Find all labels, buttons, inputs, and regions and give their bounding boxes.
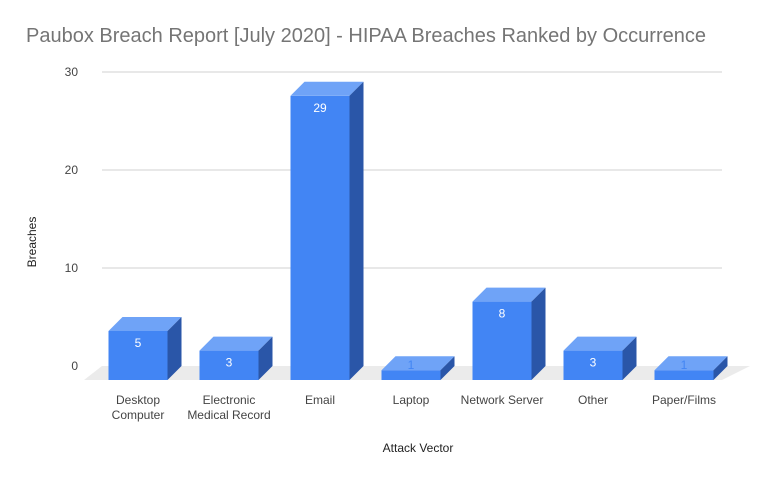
bar (381, 356, 455, 380)
x-tick-label: Electronic Medical Record (187, 393, 270, 422)
bar-front-face (381, 370, 441, 380)
bar-top-face (199, 336, 273, 351)
bar-side-face (349, 81, 364, 381)
bar-side-face (167, 317, 182, 380)
y-tick-label: 30 (65, 65, 79, 79)
bar-side-face (531, 287, 546, 380)
bar (199, 336, 273, 380)
data-labels: 5 3 29 1 8 3 1 (135, 101, 688, 372)
bar-side-face (713, 356, 728, 380)
gridlines (102, 71, 722, 269)
bar-side-face (258, 336, 273, 380)
bar-top-face (472, 287, 546, 302)
x-tick-label: Laptop (393, 393, 430, 407)
bar-front-face (290, 95, 350, 381)
bar-top-face (108, 317, 182, 331)
bar-front-face (199, 350, 259, 380)
chart-title: Paubox Breach Report [July 2020] - HIPAA… (26, 25, 706, 47)
y-axis-ticks: 0 10 20 30 (65, 65, 79, 373)
data-label: 3 (590, 356, 597, 370)
data-label: 8 (499, 307, 506, 321)
bar-side-face (622, 336, 637, 380)
bar-front-face (472, 301, 532, 380)
data-label: 1 (681, 358, 688, 372)
bar (563, 336, 637, 380)
bar-front-face (108, 331, 168, 380)
x-axis-category-labels: Desktop Computer Electronic Medical Record E… (112, 393, 716, 422)
bar (108, 317, 182, 380)
bar (654, 356, 728, 380)
bar-top-face (654, 356, 728, 371)
y-tick-label: 20 (65, 163, 79, 177)
bar-front-face (563, 350, 623, 380)
y-tick-label: 0 (71, 359, 78, 373)
bar (290, 81, 364, 381)
x-tick-label: Paper/Films (652, 393, 716, 407)
bar-top-face (563, 336, 637, 351)
data-label: 1 (408, 358, 415, 372)
bar-side-face (440, 356, 455, 380)
y-tick-label: 10 (65, 261, 79, 275)
data-label: 29 (313, 101, 327, 115)
x-axis-title: Attack Vector (383, 441, 454, 455)
y-axis-title: Breaches (25, 217, 39, 268)
bar-front-face (654, 370, 714, 380)
bar-top-face (290, 81, 364, 96)
x-tick-label: Email (305, 393, 335, 407)
x-tick-label: Other (578, 393, 608, 407)
bar-top-face (381, 356, 455, 371)
x-tick-label: Desktop Computer (112, 393, 165, 422)
bars (108, 81, 728, 381)
data-label: 5 (135, 336, 142, 350)
data-label: 3 (226, 356, 233, 370)
x-tick-label: Network Server (461, 393, 544, 407)
bar (472, 287, 546, 380)
